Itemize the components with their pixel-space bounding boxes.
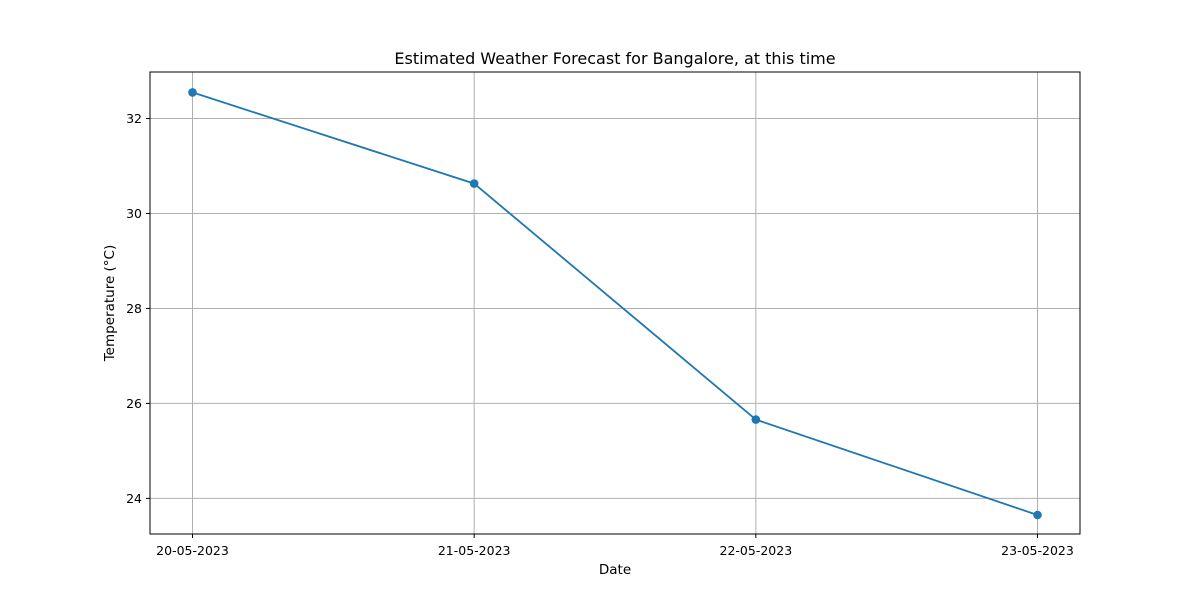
x-tick-label: 20-05-2023 xyxy=(156,543,229,558)
y-tick-label: 26 xyxy=(126,396,142,411)
y-axis-label: Temperature (°C) xyxy=(102,245,118,363)
data-point xyxy=(469,179,479,188)
x-axis-label: Date xyxy=(599,562,631,578)
x-tick-label: 22-05-2023 xyxy=(720,543,793,558)
grid-layer xyxy=(150,72,1080,534)
y-tick-label: 30 xyxy=(126,206,142,221)
y-tick-label: 24 xyxy=(126,491,142,506)
x-tick-label: 21-05-2023 xyxy=(438,543,511,558)
series-layer xyxy=(188,88,1042,520)
y-tick-label: 28 xyxy=(126,301,142,316)
x-tick-label: 23-05-2023 xyxy=(1001,543,1074,558)
data-point xyxy=(188,88,197,97)
chart-title: Estimated Weather Forecast for Bangalore… xyxy=(394,49,835,68)
plot-frame xyxy=(149,71,1081,535)
data-point xyxy=(1033,510,1042,520)
ticks-layer: 20-05-2023 21-05-2023 22-05-2023 23-05-2023… xyxy=(126,111,1074,558)
series-line xyxy=(192,91,1038,516)
y-tick-label: 32 xyxy=(126,111,142,126)
data-point xyxy=(751,415,761,424)
